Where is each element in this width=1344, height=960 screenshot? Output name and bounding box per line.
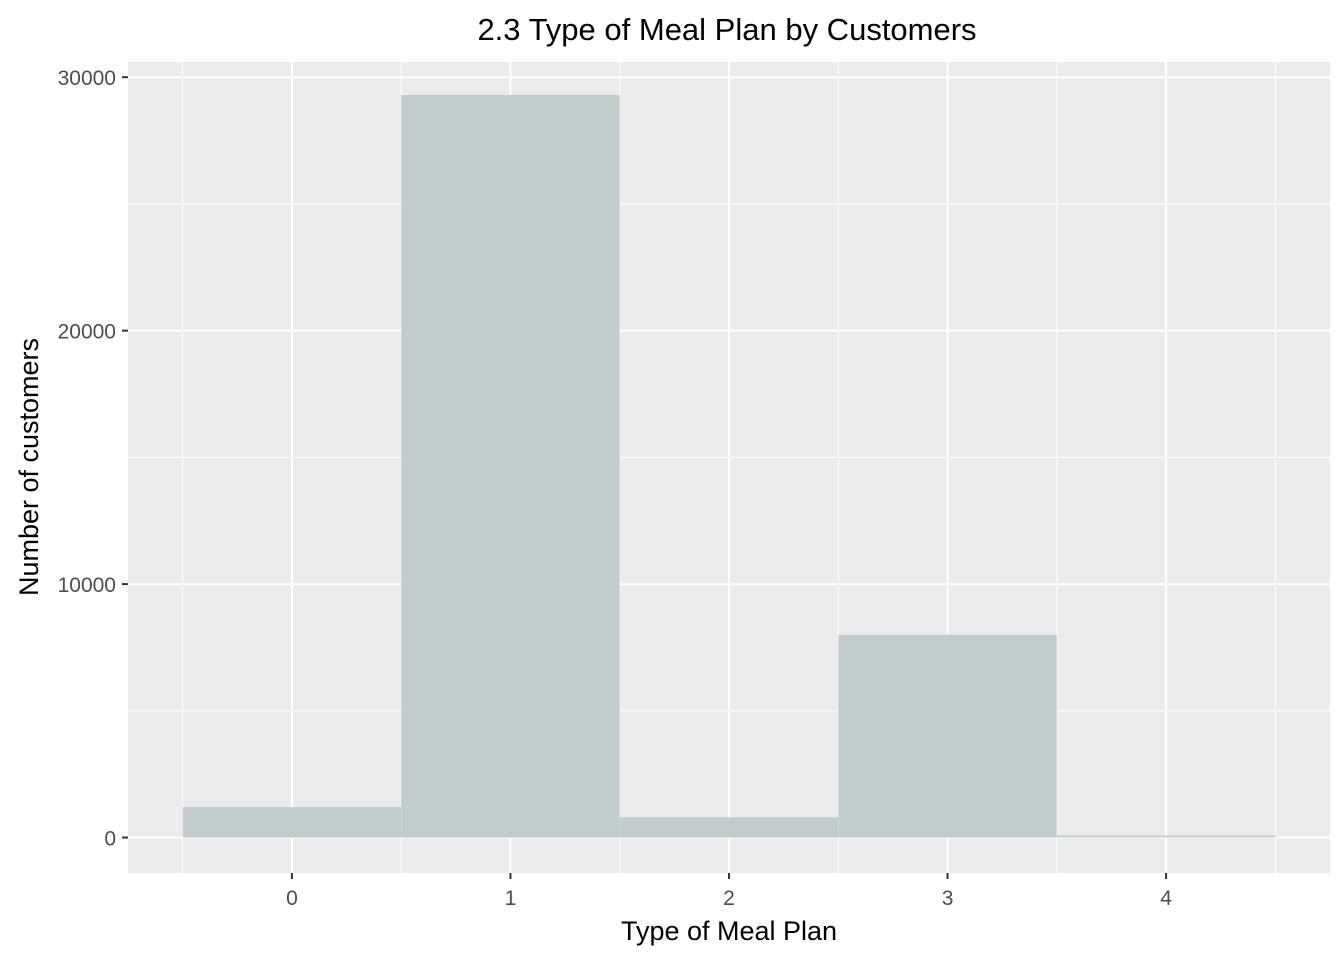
y-tick-label: 10000 xyxy=(58,574,116,597)
x-tick-label: 4 xyxy=(1160,887,1172,910)
x-tick-label: 0 xyxy=(286,887,298,910)
x-axis-ticks: 0 1 2 3 4 xyxy=(286,873,1172,910)
x-tick-label: 3 xyxy=(942,887,954,910)
y-tick-label: 30000 xyxy=(58,67,116,90)
y-tick-label: 20000 xyxy=(58,321,116,344)
x-axis-title: Type of Meal Plan xyxy=(621,916,837,946)
y-tick-label: 0 xyxy=(104,828,116,851)
x-tick-label: 1 xyxy=(505,887,517,910)
bar-2 xyxy=(619,817,839,838)
bar-0 xyxy=(182,807,402,838)
chart-title: 2.3 Type of Meal Plan by Customers xyxy=(477,12,976,47)
x-tick-label: 2 xyxy=(723,887,735,910)
bars xyxy=(182,94,1276,838)
bar-4 xyxy=(1056,835,1276,838)
bar-1 xyxy=(401,94,620,838)
y-axis-title: Number of customers xyxy=(14,338,44,596)
y-axis-ticks: 0 10000 20000 30000 xyxy=(58,67,128,851)
bar-3 xyxy=(838,634,1057,838)
